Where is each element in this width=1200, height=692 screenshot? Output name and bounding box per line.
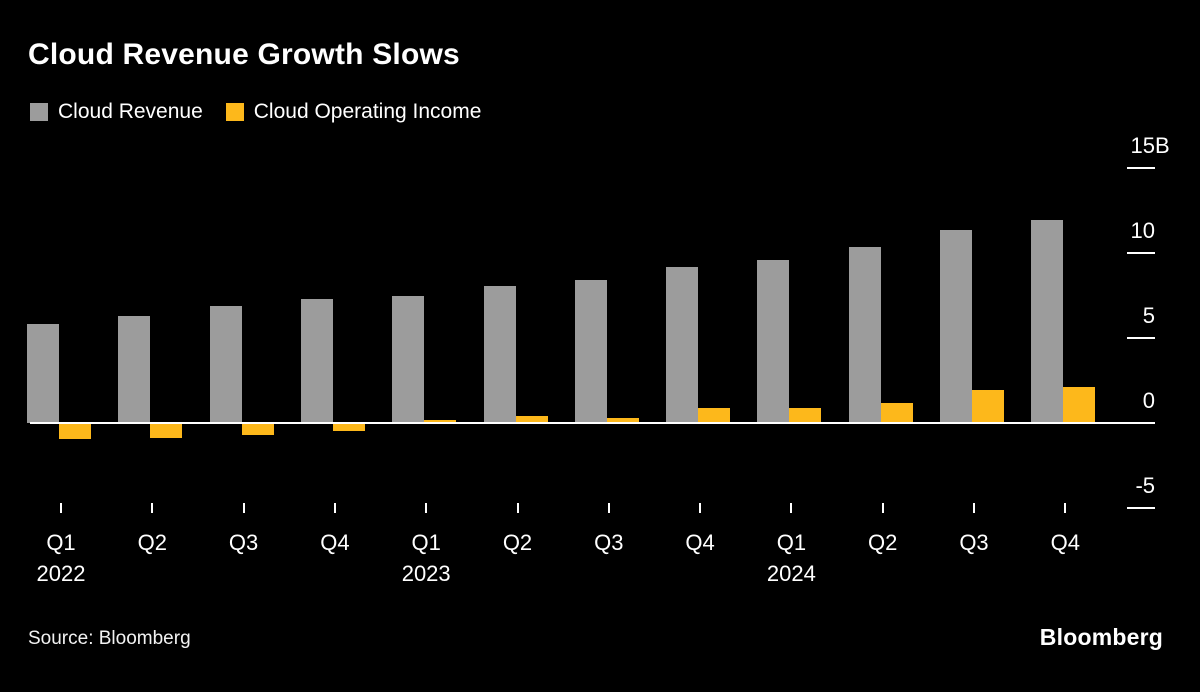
x-axis-tick-q4-2023 [699,503,702,513]
x-axis-year-label-2024: 2024 [766,561,816,586]
x-axis-label-q3-2022: Q3 [228,530,259,555]
x-axis-label-q1-2022: Q1 [46,530,76,555]
revenue-bar-q3-2022 [209,306,242,423]
operating-income-bar-q2-2022 [150,423,183,438]
chart-legend: Cloud Revenue Cloud Operating Income [30,100,481,124]
x-axis-tick-q2-2024 [881,503,884,513]
x-axis-label-q2-2023: Q2 [502,530,533,555]
revenue-bar-q4-2024 [1031,219,1064,423]
legend-label-cloud-operating-income: Cloud Operating Income [253,100,482,123]
x-axis-tick-q2-2022 [151,503,154,513]
operating-income-bar-q3-2022 [241,423,274,435]
x-axis-label-q1-2024: Q1 [776,530,807,555]
x-axis-tick-q1-2022 [60,503,62,513]
operating-income-bar-q3-2024 [972,389,1004,423]
legend-item-cloud-operating-income: Cloud Operating Income [225,100,482,124]
x-axis-tick-q1-2024 [790,503,793,513]
operating-income-bar-q4-2023 [698,408,731,423]
operating-income-bar-q1-2024 [789,407,822,423]
x-axis-year-label-2023: 2023 [401,561,451,586]
x-axis-tick-q3-2024 [973,503,975,513]
operating-income-bar-q2-2023 [515,416,548,423]
y-axis-tick-5 [1127,337,1155,339]
x-axis-label-q4-2024: Q4 [1050,530,1080,555]
y-axis-unit-suffix: B [1155,133,1170,158]
revenue-bar-q3-2023 [574,280,607,423]
y-axis-label--5: -5 [1135,473,1155,498]
y-axis-tick--5 [1127,507,1155,509]
zero-baseline [30,422,1155,424]
y-axis-tick-10 [1127,252,1155,254]
revenue-bar-q2-2022 [118,316,151,423]
revenue-bar-q3-2024 [940,230,972,423]
cloud-operating-income-swatch-icon [225,103,244,121]
x-axis-tick-q1-2023 [425,503,428,513]
operating-income-bar-q2-2024 [880,403,913,423]
x-axis-label-q4-2022: Q4 [320,530,350,555]
operating-income-bar-q4-2024 [1063,387,1096,423]
x-axis-label-q2-2022: Q2 [137,530,167,555]
revenue-bar-q2-2023 [483,286,516,423]
chart-title: Cloud Revenue Growth Slows [28,38,460,71]
cloud-revenue-swatch-icon [30,103,48,121]
revenue-bar-q4-2022 [300,298,333,423]
operating-income-bar-q1-2022 [59,423,91,439]
y-axis-tick-15 [1127,167,1155,169]
revenue-bar-q1-2022 [27,324,59,423]
revenue-bar-q1-2023 [392,296,425,423]
revenue-bar-q1-2024 [757,260,790,423]
y-axis-label-5: 5 [1142,303,1155,328]
revenue-bar-q4-2023 [666,266,699,423]
x-axis-tick-q3-2023 [607,503,610,513]
x-axis-tick-q3-2022 [242,503,245,513]
y-axis-label-15: 15 B [1130,133,1170,158]
x-axis-tick-q4-2022 [333,503,336,513]
bloomberg-logo: Bloomberg [1039,624,1163,650]
x-axis-label-q4-2023: Q4 [685,530,715,555]
x-axis-tick-q4-2024 [1064,503,1067,513]
legend-item-cloud-revenue: Cloud Revenue [30,100,203,124]
x-axis-label-q2-2024: Q2 [868,530,898,555]
x-axis-label-q3-2023: Q3 [594,530,624,555]
x-axis-label-q3-2024: Q3 [959,530,989,555]
revenue-bar-q2-2024 [848,247,881,423]
y-axis-label-0: 0 [1142,388,1155,413]
operating-income-bar-q3-2023 [606,418,639,423]
x-axis-label-q1-2023: Q1 [411,530,441,555]
operating-income-bar-q1-2023 [424,419,457,423]
operating-income-bar-q4-2022 [332,423,365,432]
y-axis-label-10: 10 [1130,218,1155,243]
source-attribution: Source: Bloomberg [28,628,191,649]
x-axis-tick-q2-2023 [516,503,519,513]
legend-label-cloud-revenue: Cloud Revenue [58,100,203,123]
x-axis-year-label-2022: 2022 [36,561,86,586]
